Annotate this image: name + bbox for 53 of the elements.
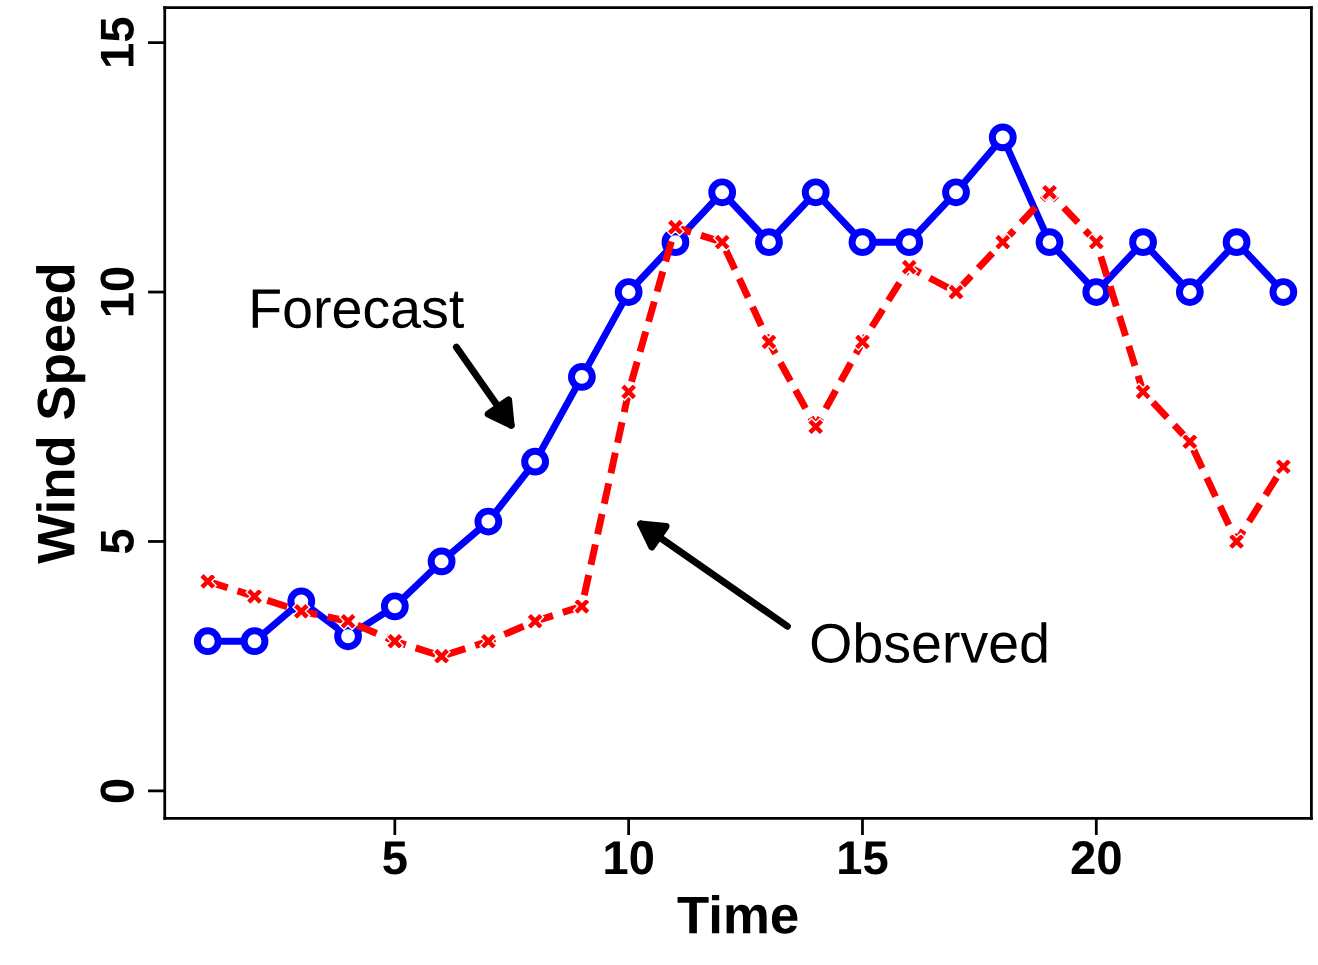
point bbox=[432, 647, 451, 666]
point bbox=[1269, 278, 1298, 306]
point bbox=[1134, 382, 1153, 401]
point bbox=[988, 123, 1017, 152]
point bbox=[614, 278, 643, 306]
point bbox=[759, 332, 778, 351]
point bbox=[1175, 278, 1204, 306]
point bbox=[427, 547, 456, 576]
y-tick-label: 10 bbox=[100, 267, 134, 316]
x-axis-title: Time bbox=[677, 894, 798, 934]
y-tick-label: 15 bbox=[100, 17, 134, 66]
y-axis-title: Wind Speed bbox=[36, 265, 86, 564]
point bbox=[942, 178, 970, 207]
point bbox=[806, 417, 825, 436]
point bbox=[801, 178, 830, 207]
point bbox=[946, 283, 966, 302]
y-tick-label: 5 bbox=[100, 529, 134, 554]
x-tick-label: 20 bbox=[1071, 841, 1121, 875]
point bbox=[292, 602, 311, 621]
point bbox=[198, 572, 217, 591]
point bbox=[474, 507, 503, 536]
point bbox=[619, 382, 638, 401]
annotation: Forecast bbox=[252, 289, 464, 329]
point bbox=[1129, 228, 1157, 257]
point bbox=[240, 627, 269, 656]
annotation: Observed bbox=[811, 622, 1047, 664]
x-tick-label: 5 bbox=[383, 841, 407, 875]
point bbox=[755, 228, 783, 257]
point bbox=[385, 632, 404, 651]
point bbox=[1082, 278, 1111, 306]
point bbox=[708, 178, 737, 207]
point bbox=[848, 228, 877, 257]
x-tick-label: 15 bbox=[839, 841, 888, 875]
point bbox=[245, 587, 264, 606]
point bbox=[339, 612, 358, 631]
point bbox=[479, 632, 498, 651]
point bbox=[1180, 432, 1199, 451]
point bbox=[895, 228, 924, 257]
point bbox=[713, 233, 732, 252]
point bbox=[380, 592, 409, 621]
point bbox=[1227, 532, 1246, 551]
x-tick-label: 10 bbox=[605, 841, 653, 875]
point bbox=[900, 258, 919, 277]
point bbox=[521, 447, 550, 476]
point bbox=[1035, 228, 1064, 257]
point bbox=[526, 612, 545, 631]
point bbox=[666, 218, 685, 237]
point bbox=[568, 362, 596, 391]
point bbox=[853, 332, 872, 351]
point bbox=[193, 627, 222, 656]
y-tick-label: 0 bbox=[100, 779, 134, 803]
point bbox=[1040, 183, 1059, 202]
point bbox=[1222, 228, 1251, 257]
